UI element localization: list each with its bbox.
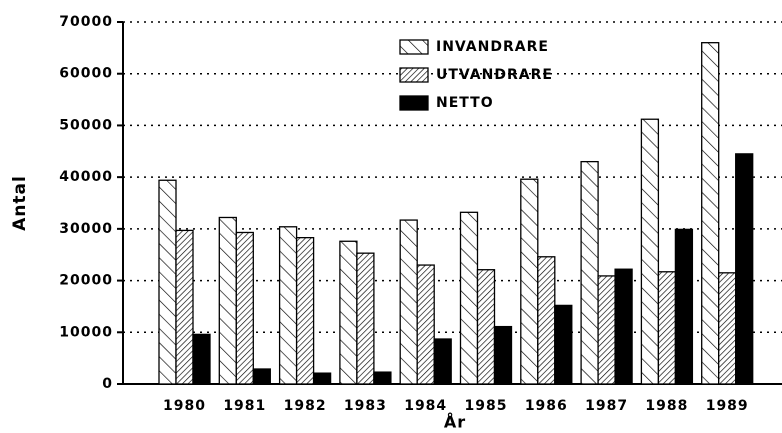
- bar: [614, 268, 633, 385]
- y-tick-label: 0: [102, 376, 113, 392]
- y-tick-label: 10000: [59, 324, 113, 340]
- x-tick-label: 1982: [284, 398, 327, 414]
- bar: [718, 272, 737, 385]
- x-tick-label: 1980: [163, 398, 206, 414]
- x-tick-label: 1986: [525, 398, 568, 414]
- bar: [537, 256, 556, 385]
- bar: [657, 271, 677, 385]
- legend-swatch: [399, 95, 429, 111]
- bar: [218, 216, 237, 385]
- legend-label: UTVANDRARE: [436, 67, 553, 83]
- bar: [674, 228, 694, 385]
- legend-swatch: [399, 39, 429, 55]
- bar: [520, 178, 539, 385]
- x-tick-label: 1983: [344, 398, 387, 414]
- bar: [640, 118, 660, 385]
- bar: [192, 333, 211, 385]
- bar: [459, 211, 479, 385]
- y-tick-label: 50000: [59, 117, 113, 133]
- bar: [252, 368, 271, 385]
- bar: [493, 325, 513, 385]
- bar: [158, 179, 177, 385]
- x-tick-label: 1981: [223, 398, 266, 414]
- bar: [312, 372, 332, 385]
- bar: [356, 252, 375, 385]
- bar: [235, 231, 254, 385]
- y-tick-label: 60000: [59, 66, 113, 82]
- bar: [597, 275, 616, 385]
- y-axis-label: Antal: [10, 175, 30, 231]
- y-tick-label: 40000: [59, 169, 113, 185]
- x-tick-label: 1987: [585, 398, 628, 414]
- y-tick-label: 70000: [59, 14, 113, 30]
- legend-label: INVANDRARE: [436, 39, 549, 55]
- bar: [339, 240, 358, 385]
- bar: [701, 42, 720, 385]
- bar: [433, 338, 452, 385]
- legend-label: NETTO: [436, 95, 494, 111]
- legend-swatch: [399, 67, 429, 83]
- bar: [278, 226, 298, 385]
- bar: [580, 160, 599, 385]
- bar: [295, 236, 315, 385]
- x-tick-label: 1988: [645, 398, 688, 414]
- bar: [416, 264, 435, 385]
- bar: [373, 371, 392, 385]
- bar: [476, 269, 496, 385]
- x-tick-label: 1989: [706, 398, 749, 414]
- x-axis-label: År: [444, 413, 466, 432]
- bar: [175, 229, 194, 385]
- y-tick-label: 20000: [59, 273, 113, 289]
- bar: [554, 304, 573, 385]
- y-tick-label: 30000: [59, 221, 113, 237]
- x-tick-label: 1984: [404, 398, 447, 414]
- x-tick-label: 1985: [465, 398, 508, 414]
- bar: [399, 219, 418, 385]
- bar: [735, 153, 754, 385]
